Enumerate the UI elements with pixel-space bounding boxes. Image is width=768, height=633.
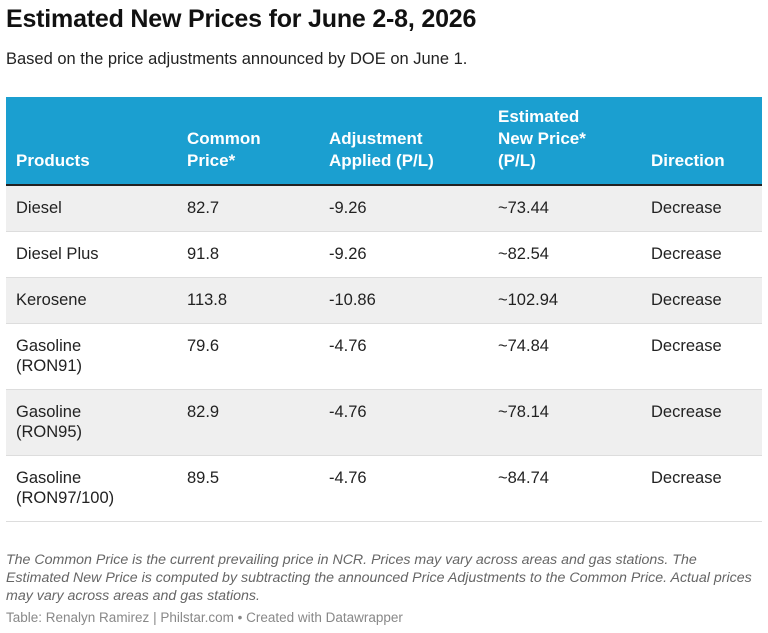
cell-direction: Decrease bbox=[641, 389, 762, 456]
cell-direction: Decrease bbox=[641, 185, 762, 232]
table-row: Gasoline (RON95) 82.9 -4.76 ~78.14 Decre… bbox=[6, 389, 762, 456]
product-line: Gasoline bbox=[16, 468, 82, 487]
cell-direction: Decrease bbox=[641, 455, 762, 522]
cell-common-price: 79.6 bbox=[177, 323, 319, 390]
header-line: Common bbox=[187, 129, 261, 148]
header-line: New Price* bbox=[498, 129, 586, 148]
cell-estimated-price: ~102.94 bbox=[488, 277, 641, 324]
table-row: Gasoline (RON97/100) 89.5 -4.76 ~84.74 D… bbox=[6, 455, 762, 522]
cell-common-price: 113.8 bbox=[177, 277, 319, 324]
cell-product: Kerosene bbox=[6, 277, 177, 324]
header-line: Price* bbox=[187, 151, 236, 170]
cell-direction: Decrease bbox=[641, 323, 762, 390]
product-line: (RON91) bbox=[16, 357, 83, 375]
table-row: Gasoline (RON91) 79.6 -4.76 ~74.84 Decre… bbox=[6, 323, 762, 390]
header-direction[interactable]: Direction bbox=[641, 97, 762, 186]
cell-direction: Decrease bbox=[641, 277, 762, 324]
product-line: Diesel Plus bbox=[16, 244, 99, 263]
header-estimated-price[interactable]: Estimated New Price* (P/L) bbox=[488, 97, 641, 186]
header-line: Adjustment bbox=[329, 129, 423, 148]
cell-common-price: 91.8 bbox=[177, 231, 319, 278]
chart-subtitle: Based on the price adjustments announced… bbox=[6, 50, 468, 68]
cell-estimated-price: ~84.74 bbox=[488, 455, 641, 522]
header-products[interactable]: Products bbox=[6, 97, 177, 186]
cell-adjustment: -4.76 bbox=[319, 455, 488, 522]
table-row: Diesel Plus 91.8 -9.26 ~82.54 Decrease bbox=[6, 231, 762, 278]
product-line: Gasoline bbox=[16, 336, 82, 355]
cell-product: Diesel Plus bbox=[6, 231, 177, 278]
cell-product: Gasoline (RON91) bbox=[6, 323, 177, 390]
cell-common-price: 82.7 bbox=[177, 185, 319, 232]
product-line: Diesel bbox=[16, 199, 62, 217]
table-row: Kerosene 113.8 -10.86 ~102.94 Decrease bbox=[6, 277, 762, 324]
header-line: Estimated bbox=[498, 107, 580, 126]
header-adjustment[interactable]: Adjustment Applied (P/L) bbox=[319, 97, 488, 186]
cell-estimated-price: ~74.84 bbox=[488, 323, 641, 390]
price-table: Products Common Price* Adjustment Applie… bbox=[6, 97, 762, 522]
chart-title: Estimated New Prices for June 2-8, 2026 bbox=[6, 5, 477, 33]
header-line: Applied (P/L) bbox=[329, 151, 434, 170]
table-notes: The Common Price is the current prevaili… bbox=[6, 552, 752, 604]
cell-estimated-price: ~73.44 bbox=[488, 185, 641, 232]
product-line: (RON95) bbox=[16, 423, 83, 441]
cell-common-price: 82.9 bbox=[177, 389, 319, 456]
cell-product: Diesel bbox=[6, 185, 177, 232]
product-line: Gasoline bbox=[16, 402, 82, 421]
cell-adjustment: -9.26 bbox=[319, 231, 488, 278]
header-line: Direction bbox=[651, 151, 725, 170]
header-line: (P/L) bbox=[498, 151, 536, 170]
cell-common-price: 89.5 bbox=[177, 455, 319, 522]
cell-adjustment: -10.86 bbox=[319, 277, 488, 324]
cell-adjustment: -9.26 bbox=[319, 185, 488, 232]
cell-direction: Decrease bbox=[641, 231, 762, 278]
cell-product: Gasoline (RON95) bbox=[6, 389, 177, 456]
product-line: (RON97/100) bbox=[16, 489, 115, 507]
cell-adjustment: -4.76 bbox=[319, 389, 488, 456]
table-header-row: Products Common Price* Adjustment Applie… bbox=[6, 97, 762, 186]
cell-product: Gasoline (RON97/100) bbox=[6, 455, 177, 522]
cell-adjustment: -4.76 bbox=[319, 323, 488, 390]
product-line: Kerosene bbox=[16, 290, 87, 309]
header-line: Products bbox=[16, 151, 90, 170]
table-row: Diesel 82.7 -9.26 ~73.44 Decrease bbox=[6, 185, 762, 232]
table-source: Table: Renalyn Ramirez | Philstar.com • … bbox=[6, 610, 403, 625]
cell-estimated-price: ~78.14 bbox=[488, 389, 641, 456]
header-common-price[interactable]: Common Price* bbox=[177, 97, 319, 186]
cell-estimated-price: ~82.54 bbox=[488, 231, 641, 278]
